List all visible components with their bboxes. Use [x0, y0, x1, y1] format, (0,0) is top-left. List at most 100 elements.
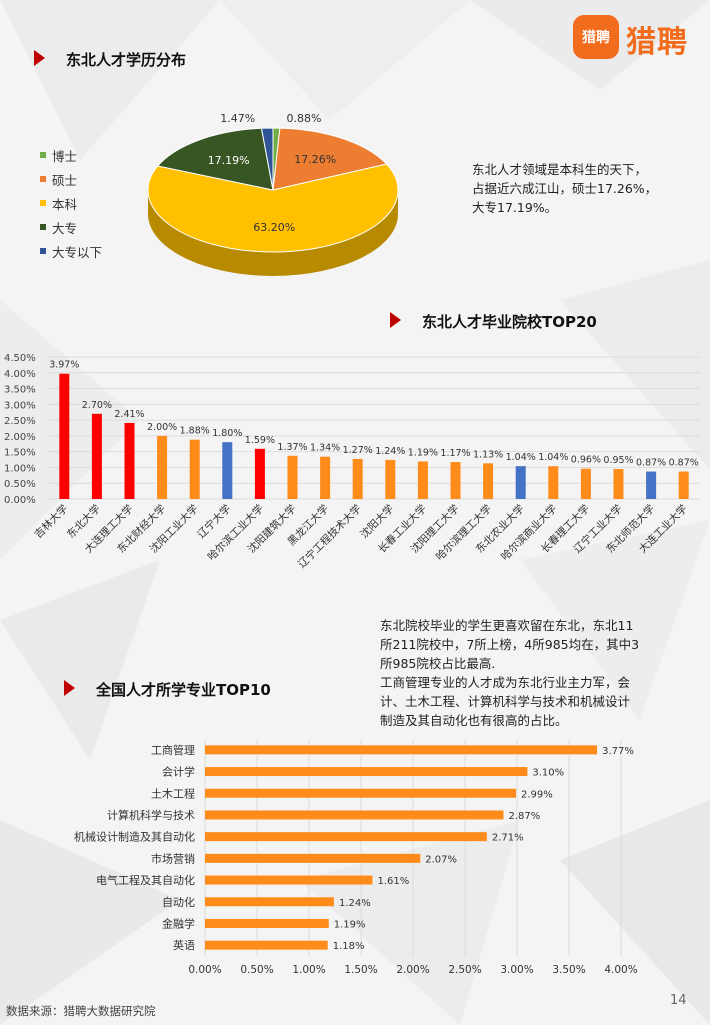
- schools-text-line: 所211院校中，7所上榜，4所985均在，其中3: [380, 637, 640, 652]
- bar-沈阳工业大学: [189, 439, 200, 499]
- x-tick-label: 3.00%: [500, 964, 533, 976]
- y-tick-label: 会计学: [162, 765, 195, 779]
- y-tick-label: 工商管理: [151, 743, 195, 757]
- bar-东北大学: [91, 413, 102, 499]
- bar-value-label: 1.19%: [334, 919, 366, 930]
- bar-value-label: 1.04%: [506, 452, 536, 463]
- schools-text-line: 所985院校占比最高.: [380, 656, 496, 671]
- x-tick-label: 4.00%: [604, 964, 637, 976]
- legend-label: 大专: [52, 220, 78, 236]
- bar-value-label: 2.70%: [82, 400, 112, 411]
- education-section-title: 东北人才学历分布: [66, 51, 187, 69]
- bar-value-label: 0.87%: [669, 458, 699, 469]
- y-tick-label: 4.50%: [4, 353, 36, 364]
- bar-英语: [205, 940, 328, 950]
- x-tick-label: 哈尔滨理工大学: [433, 502, 494, 563]
- schools-text-line: 东北院校毕业的学生更喜欢留在东北，东北11: [380, 618, 634, 633]
- legend-entry: 博士: [40, 143, 102, 167]
- x-tick-label: 哈尔滨商业大学: [498, 502, 559, 563]
- majors-section-title: 全国人才所学专业TOP10: [96, 681, 271, 699]
- page-number: 14: [670, 993, 687, 1008]
- bar-value-label: 1.13%: [473, 449, 503, 460]
- bar-value-label: 1.24%: [375, 446, 405, 457]
- x-tick-label: 1.50%: [344, 964, 377, 976]
- bar-value-label: 3.77%: [602, 746, 634, 757]
- legend-entry: 硕士: [40, 167, 102, 191]
- bar-沈阳建筑大学: [287, 455, 298, 499]
- x-tick-label: 1.00%: [292, 964, 325, 976]
- bar-大连理工大学: [124, 422, 135, 499]
- bar-辽宁工程技术大学: [352, 458, 363, 499]
- schools-text-line: 制造及其自动化也有很高的占比。: [380, 713, 568, 728]
- bar-value-label: 3.10%: [532, 768, 564, 779]
- y-tick-label: 自动化: [162, 895, 195, 909]
- bar-value-label: 2.41%: [114, 409, 144, 420]
- y-tick-label: 0.50%: [4, 479, 36, 490]
- legend-swatch: [40, 152, 46, 158]
- brand-logo-name: 猎聘: [626, 25, 688, 60]
- bar-value-label: 0.96%: [571, 455, 601, 466]
- pie-value-label: 17.26%: [294, 153, 336, 166]
- pie-value-label: 63.20%: [253, 221, 295, 234]
- bar-value-label: 2.71%: [492, 833, 524, 844]
- bar-value-label: 2.00%: [147, 422, 177, 433]
- bar-value-label: 1.80%: [212, 428, 242, 439]
- legend-label: 硕士: [52, 172, 78, 188]
- y-tick-label: 0.00%: [4, 495, 36, 506]
- y-tick-label: 机械设计制造及其自动化: [74, 830, 195, 844]
- bar-金融学: [205, 918, 329, 928]
- bar-大连工业大学: [678, 471, 689, 499]
- y-tick-label: 2.50%: [4, 416, 36, 427]
- x-tick-label: 哈尔滨工业大学: [205, 502, 266, 563]
- y-tick-label: 土木工程: [151, 787, 195, 800]
- majors-bar-chart: 0.00% 0.50% 1.00% 1.50% 2.00% 2.50% 3.00% 3.50%…: [74, 739, 638, 976]
- y-tick-label: 市场营销: [151, 851, 195, 865]
- legend-swatch: [40, 248, 46, 254]
- bar-哈尔滨商业大学: [548, 466, 559, 499]
- pie-slice-大专: [156, 127, 274, 191]
- y-tick-label: 1.00%: [4, 463, 36, 474]
- education-text-line: 占据近六成江山，硕士17.26%，: [472, 181, 658, 196]
- x-tick-label: 3.50%: [552, 964, 585, 976]
- education-pie-chart: 0.88% 17.26% 63.20% 17.19% 1.47%: [147, 112, 399, 276]
- bar-会计学: [205, 767, 528, 777]
- bar-辽宁工业大学: [613, 469, 624, 499]
- bar-自动化: [205, 897, 334, 907]
- bar-value-label: 1.34%: [310, 443, 340, 454]
- education-text-line: 东北人才领域是本科生的天下，: [472, 162, 648, 177]
- section-marker-icon: [390, 312, 401, 328]
- y-tick-label: 3.50%: [4, 385, 36, 396]
- bar-长春工业大学: [417, 461, 428, 499]
- y-tick-label: 4.00%: [4, 369, 36, 380]
- bar-辽宁大学: [222, 442, 233, 499]
- bar-计算机科学与技术: [205, 810, 504, 820]
- bar-value-label: 3.97%: [49, 360, 79, 371]
- legend-swatch: [40, 176, 46, 182]
- brand-logo-badge: 猎聘: [573, 15, 619, 59]
- bar-value-label: 1.37%: [277, 442, 307, 453]
- bar-吉林大学: [59, 373, 70, 499]
- y-tick-label: 英语: [173, 938, 195, 952]
- schools-description: 东北院校毕业的学生更喜欢留在东北，东北11 所211院校中，7所上榜，4所985…: [380, 616, 705, 730]
- section-marker-icon: [64, 680, 75, 696]
- bar-土木工程: [205, 788, 516, 798]
- bar-value-label: 2.99%: [521, 789, 553, 800]
- education-description: 东北人才领域是本科生的天下， 占据近六成江山，硕士17.26%， 大专17.19…: [472, 160, 702, 217]
- education-text-line: 大专17.19%。: [472, 200, 558, 215]
- bar-value-label: 1.59%: [245, 435, 275, 446]
- bar-电气工程及其自动化: [205, 875, 373, 885]
- bar-沈阳理工大学: [450, 462, 461, 499]
- bar-哈尔滨工业大学: [254, 448, 265, 499]
- bar-工商管理: [205, 745, 598, 755]
- pie-value-label: 1.47%: [220, 112, 255, 125]
- bar-value-label: 1.18%: [333, 941, 365, 952]
- legend-entry: 大专: [40, 215, 102, 239]
- pie-slice-side-本科: [148, 190, 398, 276]
- bar-value-label: 0.87%: [636, 458, 666, 469]
- legend-swatch: [40, 200, 46, 206]
- bar-value-label: 2.07%: [425, 854, 457, 865]
- y-tick-label: 2.00%: [4, 432, 36, 443]
- bar-沈阳大学: [385, 459, 396, 499]
- y-tick-label: 3.00%: [4, 400, 36, 411]
- legend-entry: 大专以下: [40, 239, 102, 263]
